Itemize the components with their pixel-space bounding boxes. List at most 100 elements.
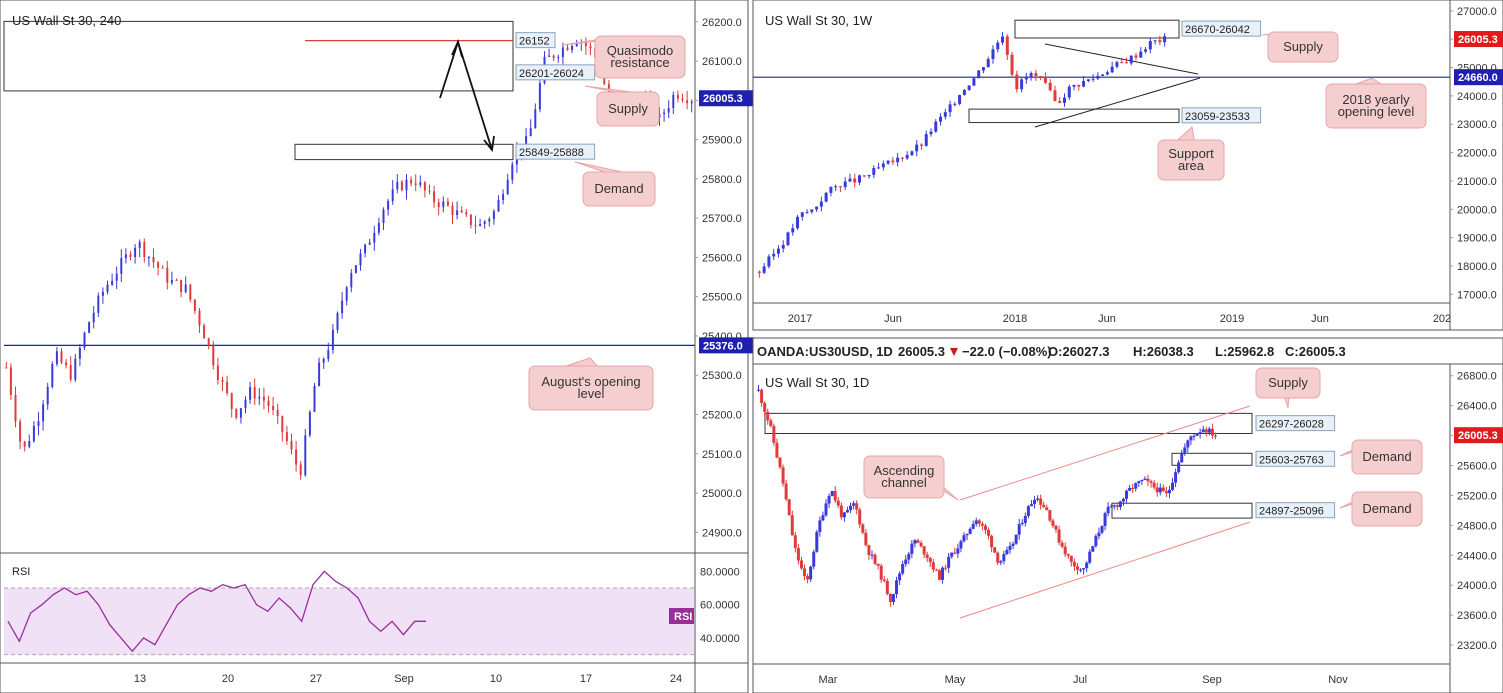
- candle-body: [548, 55, 551, 57]
- candle-body: [1201, 429, 1205, 433]
- w1-yearly-price-tag-bg: [1454, 69, 1503, 86]
- candle-body: [166, 267, 169, 283]
- w1-x-tick-label: 2019: [1220, 313, 1244, 325]
- rsi-y-tick-label: 60.0000: [700, 600, 740, 612]
- d1-x-tick-label: May: [945, 674, 966, 686]
- candle-body: [900, 157, 904, 159]
- candle-body: [368, 242, 371, 245]
- candle-body: [1189, 436, 1193, 441]
- w1-y-tick-label: 22000.0: [1457, 148, 1497, 160]
- candle-body: [950, 552, 954, 557]
- candle-body: [919, 542, 923, 547]
- candle-body: [760, 389, 764, 403]
- w1-support-tag-bg: [1181, 107, 1262, 124]
- candle-body: [772, 253, 776, 257]
- candle-body: [891, 594, 895, 602]
- d1-x-tick-label: Mar: [819, 674, 838, 686]
- candle-body: [51, 364, 54, 387]
- candle-body: [886, 160, 890, 164]
- w1-y-tick-label: 18000.0: [1457, 261, 1497, 273]
- candle-body: [589, 46, 592, 48]
- candle-body: [1192, 435, 1196, 437]
- candle-body: [965, 533, 969, 536]
- d1-supply-tag-bg: [1255, 415, 1336, 432]
- candle-body: [861, 524, 865, 533]
- candle-body: [1144, 49, 1148, 52]
- candle-body: [180, 280, 183, 292]
- d1-demand-upper-callout-text: Demand: [1362, 449, 1411, 464]
- w1-last-price-tag: 26005.3: [1458, 34, 1498, 46]
- candle-body: [681, 98, 684, 101]
- candle-body: [1010, 54, 1014, 75]
- w1-y-tick-label: 27000.0: [1457, 6, 1497, 18]
- candle-body: [226, 381, 229, 394]
- candle-body: [895, 580, 899, 595]
- h4-supply-tag: 26201-26024: [519, 68, 584, 80]
- w1-support-callout-box: [1157, 139, 1225, 181]
- candle-body: [382, 209, 385, 223]
- candle-body: [849, 505, 853, 511]
- w1-y-tick-label: 24000.0: [1457, 91, 1497, 103]
- h4-y-tick-label: 24900.0: [702, 527, 742, 539]
- candle-body: [1023, 515, 1027, 523]
- candle-body: [864, 532, 868, 546]
- candle-body: [1066, 554, 1070, 556]
- candle-body: [827, 495, 831, 504]
- candle-body: [115, 273, 118, 281]
- candle-body: [92, 312, 95, 323]
- candle-body: [295, 449, 298, 465]
- candle-body: [1125, 490, 1129, 499]
- candle-body: [948, 104, 952, 113]
- candle-body: [843, 181, 847, 188]
- w1-y-tick-label: 23000.0: [1457, 119, 1497, 131]
- candle-body: [972, 78, 976, 86]
- w1-support-rect: [968, 108, 1180, 124]
- d1-demand-upper-callout-box: [1351, 439, 1423, 475]
- candle-body: [1134, 483, 1138, 489]
- candle-body: [157, 262, 160, 268]
- candle-body: [968, 528, 972, 534]
- w1-yearly-callout-text: opening level: [1338, 104, 1415, 119]
- candle-body: [1079, 569, 1083, 571]
- w1-x-tick-label: Jun: [1098, 313, 1116, 325]
- candle-body: [538, 83, 541, 110]
- candle-body: [203, 325, 206, 339]
- candle-body: [1163, 36, 1167, 43]
- candle-body: [872, 168, 876, 175]
- h4-y-tick-label: 25800.0: [702, 174, 742, 186]
- candle-body: [922, 546, 926, 555]
- candle-body: [1051, 520, 1055, 526]
- candle-body: [1054, 525, 1058, 530]
- w1-last-price-tag-bg: [1454, 31, 1503, 48]
- candle-body: [833, 491, 837, 501]
- candle-body: [442, 201, 445, 208]
- candle-body: [318, 362, 321, 387]
- candle-body: [858, 509, 862, 525]
- candle-body: [757, 271, 761, 273]
- candle-body: [663, 112, 666, 114]
- candle-body: [838, 186, 842, 188]
- candle-body: [1101, 74, 1105, 76]
- d1-channel-upper: [959, 405, 1251, 501]
- candle-body: [1105, 72, 1109, 75]
- candle-body: [32, 425, 35, 442]
- d1-demand-lower-callout-box: [1351, 491, 1423, 527]
- candle-body: [862, 175, 866, 177]
- candle-body: [990, 535, 994, 548]
- candle-body: [5, 367, 8, 369]
- candle-body: [1210, 428, 1214, 436]
- w1-x-tick-label: Jun: [884, 313, 902, 325]
- candle-body: [1110, 66, 1114, 73]
- candle-body: [175, 280, 178, 282]
- candle-body: [405, 179, 408, 191]
- candle-body: [1069, 555, 1073, 562]
- candle-body: [1204, 429, 1208, 433]
- candle-body: [161, 267, 164, 269]
- candle-body: [258, 396, 261, 399]
- candle-body: [888, 593, 892, 602]
- w1-support-tag: 23059-23533: [1185, 111, 1250, 123]
- candle-body: [1118, 501, 1122, 508]
- d1-x-tick-label: Nov: [1328, 674, 1348, 686]
- candle-body: [1039, 498, 1043, 505]
